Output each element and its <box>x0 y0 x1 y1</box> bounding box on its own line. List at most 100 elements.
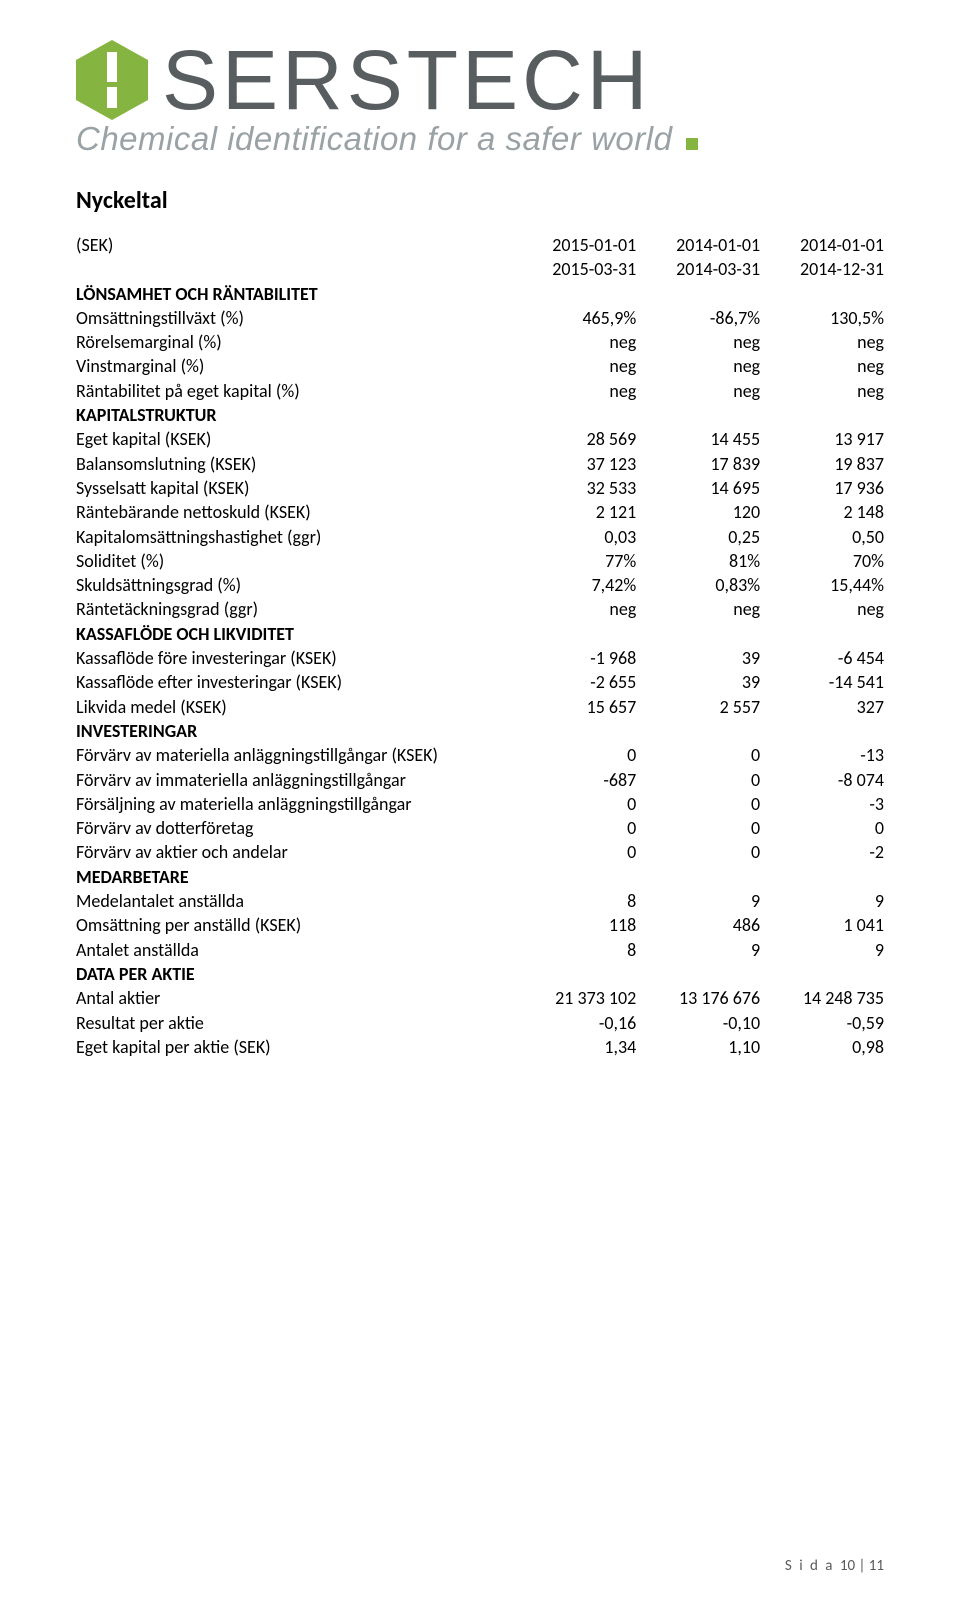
table-row: Likvida medel (KSEK)15 6572 557327 <box>76 695 884 719</box>
row-value-c1: 0 <box>512 840 636 864</box>
empty-cell <box>636 622 760 646</box>
table-row: Förvärv av dotterföretag000 <box>76 816 884 840</box>
row-value-c2: neg <box>636 330 760 354</box>
row-label: Räntetäckningsgrad (ggr) <box>76 597 512 621</box>
row-value-c2: 39 <box>636 670 760 694</box>
row-value-c1: 0 <box>512 743 636 767</box>
row-value-c1: neg <box>512 597 636 621</box>
row-value-c1: 465,9% <box>512 306 636 330</box>
col1-start-date: 2015-01-01 <box>512 233 636 257</box>
row-value-c3: 19 837 <box>760 452 884 476</box>
row-label: Kapitalomsättningshastighet (ggr) <box>76 525 512 549</box>
empty-cell <box>636 865 760 889</box>
row-label: Försäljning av materiella anläggningstil… <box>76 792 512 816</box>
empty-cell <box>636 962 760 986</box>
row-label: Förvärv av aktier och andelar <box>76 840 512 864</box>
row-value-c2: 0,25 <box>636 525 760 549</box>
tagline-row: Chemical identification for a safer worl… <box>76 120 884 158</box>
table-row: Räntebärande nettoskuld (KSEK)2 1211202 … <box>76 500 884 524</box>
footer-page: 10 | 11 <box>840 1557 884 1575</box>
row-value-c3: -2 <box>760 840 884 864</box>
row-value-c3: -13 <box>760 743 884 767</box>
table-row: Sysselsatt kapital (KSEK)32 53314 69517 … <box>76 476 884 500</box>
brand-name: SERSTECH <box>162 38 651 122</box>
row-label: Soliditet (%) <box>76 549 512 573</box>
section-heading-row: DATA PER AKTIE <box>76 962 884 986</box>
row-value-c1: neg <box>512 379 636 403</box>
row-value-c3: 1 041 <box>760 913 884 937</box>
row-value-c3: 17 936 <box>760 476 884 500</box>
row-label: Eget kapital per aktie (SEK) <box>76 1035 512 1059</box>
row-label: Omsättning per anställd (KSEK) <box>76 913 512 937</box>
empty-cell <box>512 403 636 427</box>
row-label: Antalet anställda <box>76 938 512 962</box>
row-value-c3: 0 <box>760 816 884 840</box>
table-row: Antal aktier21 373 10213 176 67614 248 7… <box>76 986 884 1010</box>
col2-start-date: 2014-01-01 <box>636 233 760 257</box>
empty-cell <box>76 257 512 281</box>
tagline-dot-icon <box>686 138 698 150</box>
column-header-row-1: (SEK)2015-01-012014-01-012014-01-01 <box>76 233 884 257</box>
row-value-c2: 17 839 <box>636 452 760 476</box>
empty-cell <box>760 282 884 306</box>
row-label: Förvärv av dotterföretag <box>76 816 512 840</box>
table-row: Skuldsättningsgrad (%)7,42%0,83%15,44% <box>76 573 884 597</box>
row-value-c3: 130,5% <box>760 306 884 330</box>
table-row: Resultat per aktie-0,16-0,10-0,59 <box>76 1011 884 1035</box>
section-heading: INVESTERINGAR <box>76 719 512 743</box>
section-heading-row: KAPITALSTRUKTUR <box>76 403 884 427</box>
row-value-c2: 486 <box>636 913 760 937</box>
empty-cell <box>636 282 760 306</box>
row-value-c3: -14 541 <box>760 670 884 694</box>
row-value-c1: 8 <box>512 889 636 913</box>
row-value-c1: 32 533 <box>512 476 636 500</box>
row-value-c2: 9 <box>636 938 760 962</box>
row-label: Förvärv av materiella anläggningstillgån… <box>76 743 512 767</box>
row-value-c1: -687 <box>512 768 636 792</box>
table-row: Eget kapital (KSEK)28 56914 45513 917 <box>76 427 884 451</box>
table-row: Vinstmarginal (%)negnegneg <box>76 354 884 378</box>
row-label: Förvärv av immateriella anläggningstillg… <box>76 768 512 792</box>
brand-header: SERSTECH Chemical identification for a s… <box>76 38 884 158</box>
row-value-c1: -1 968 <box>512 646 636 670</box>
empty-cell <box>760 403 884 427</box>
col1-end-date: 2015-03-31 <box>512 257 636 281</box>
row-value-c3: 14 248 735 <box>760 986 884 1010</box>
nyckeltal-table: (SEK)2015-01-012014-01-012014-01-012015-… <box>76 233 884 1059</box>
brand-tagline: Chemical identification for a safer worl… <box>76 120 672 158</box>
row-label: Eget kapital (KSEK) <box>76 427 512 451</box>
row-value-c3: neg <box>760 379 884 403</box>
section-heading: KAPITALSTRUKTUR <box>76 403 512 427</box>
table-row: Förvärv av materiella anläggningstillgån… <box>76 743 884 767</box>
empty-cell <box>760 622 884 646</box>
row-value-c3: 9 <box>760 889 884 913</box>
row-value-c2: 81% <box>636 549 760 573</box>
row-value-c2: 2 557 <box>636 695 760 719</box>
row-label: Räntabilitet på eget kapital (%) <box>76 379 512 403</box>
table-row: Omsättningstillväxt (%)465,9%-86,7%130,5… <box>76 306 884 330</box>
section-heading: KASSAFLÖDE OCH LIKVIDITET <box>76 622 512 646</box>
row-value-c2: 0 <box>636 840 760 864</box>
row-label: Omsättningstillväxt (%) <box>76 306 512 330</box>
col3-end-date: 2014-12-31 <box>760 257 884 281</box>
section-heading: MEDARBETARE <box>76 865 512 889</box>
row-value-c3: 13 917 <box>760 427 884 451</box>
row-value-c2: neg <box>636 379 760 403</box>
section-heading-row: KASSAFLÖDE OCH LIKVIDITET <box>76 622 884 646</box>
col2-end-date: 2014-03-31 <box>636 257 760 281</box>
row-value-c1: 0 <box>512 816 636 840</box>
table-row: Räntabilitet på eget kapital (%)negnegne… <box>76 379 884 403</box>
table-row: Balansomslutning (KSEK)37 12317 83919 83… <box>76 452 884 476</box>
page-title: Nyckeltal <box>76 186 884 215</box>
empty-cell <box>512 865 636 889</box>
row-label: Rörelsemarginal (%) <box>76 330 512 354</box>
empty-cell <box>512 719 636 743</box>
row-value-c1: 15 657 <box>512 695 636 719</box>
col3-start-date: 2014-01-01 <box>760 233 884 257</box>
table-row: Förvärv av immateriella anläggningstillg… <box>76 768 884 792</box>
row-label: Kassaflöde efter investeringar (KSEK) <box>76 670 512 694</box>
row-value-c2: 14 695 <box>636 476 760 500</box>
row-value-c3: neg <box>760 597 884 621</box>
table-row: Antalet anställda899 <box>76 938 884 962</box>
row-value-c2: 0 <box>636 743 760 767</box>
